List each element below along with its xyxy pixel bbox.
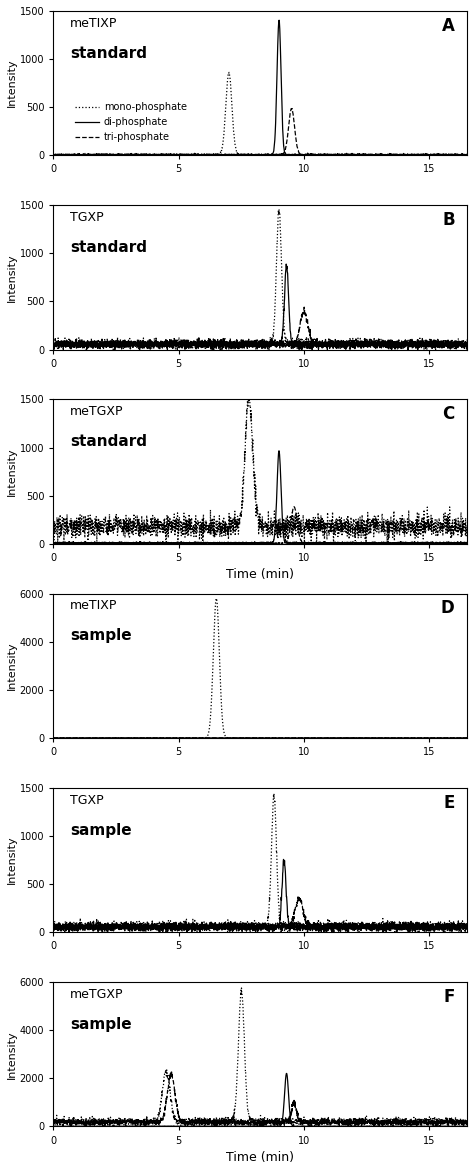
Y-axis label: Intensity: Intensity (7, 1030, 17, 1078)
Text: C: C (442, 405, 455, 423)
di-phosphate (72, 148, 78, 162)
tri-phosphate (377, 148, 383, 162)
Text: meTGXP: meTGXP (70, 405, 123, 418)
di-phosphate (452, 148, 458, 162)
tri-phosphate (452, 148, 458, 162)
mono-phosphate (241, 148, 247, 162)
di-phosphate (51, 149, 56, 163)
tri-phosphate (464, 148, 470, 162)
Text: TGXP: TGXP (70, 211, 103, 224)
di-phosphate (453, 148, 458, 162)
Text: F: F (443, 988, 455, 1006)
Y-axis label: Intensity: Intensity (7, 59, 17, 108)
Text: meTIXP: meTIXP (70, 600, 117, 612)
Text: TGXP: TGXP (70, 794, 103, 807)
mono-phosphate (452, 149, 458, 163)
di-phosphate (464, 148, 470, 162)
di-phosphate (252, 148, 257, 162)
tri-phosphate (51, 148, 56, 162)
di-phosphate (51, 148, 56, 162)
Y-axis label: Intensity: Intensity (7, 836, 17, 884)
mono-phosphate (377, 148, 383, 162)
mono-phosphate (453, 148, 458, 162)
Text: E: E (443, 794, 455, 812)
Y-axis label: Intensity: Intensity (7, 447, 17, 495)
mono-phosphate (464, 146, 470, 160)
Line: mono-phosphate: mono-phosphate (54, 73, 467, 156)
mono-phosphate (252, 146, 258, 160)
di-phosphate (377, 148, 383, 162)
mono-phosphate (226, 66, 232, 80)
di-phosphate (241, 148, 246, 162)
Text: A: A (442, 16, 455, 35)
Line: tri-phosphate: tri-phosphate (54, 109, 467, 156)
tri-phosphate (241, 148, 246, 162)
di-phosphate (276, 13, 282, 27)
tri-phosphate (51, 149, 57, 163)
Text: sample: sample (70, 629, 132, 643)
mono-phosphate (72, 148, 78, 162)
X-axis label: Time (min): Time (min) (226, 1151, 294, 1164)
tri-phosphate (289, 102, 295, 116)
Legend: mono-phosphate, di-phosphate, tri-phosphate: mono-phosphate, di-phosphate, tri-phosph… (71, 98, 191, 146)
Text: meTGXP: meTGXP (70, 988, 123, 1001)
tri-phosphate (252, 148, 257, 162)
mono-phosphate (52, 149, 57, 163)
Text: standard: standard (70, 46, 147, 61)
Text: D: D (441, 600, 455, 617)
Y-axis label: Intensity: Intensity (7, 253, 17, 302)
Text: sample: sample (70, 822, 132, 837)
tri-phosphate (453, 148, 458, 162)
mono-phosphate (51, 146, 56, 160)
Y-axis label: Intensity: Intensity (7, 642, 17, 690)
Text: standard: standard (70, 434, 147, 448)
Text: sample: sample (70, 1016, 132, 1032)
Text: meTIXP: meTIXP (70, 16, 117, 29)
Line: di-phosphate: di-phosphate (54, 20, 467, 156)
X-axis label: Time (min): Time (min) (226, 568, 294, 581)
tri-phosphate (72, 148, 78, 162)
Text: standard: standard (70, 240, 147, 255)
Text: B: B (442, 211, 455, 230)
